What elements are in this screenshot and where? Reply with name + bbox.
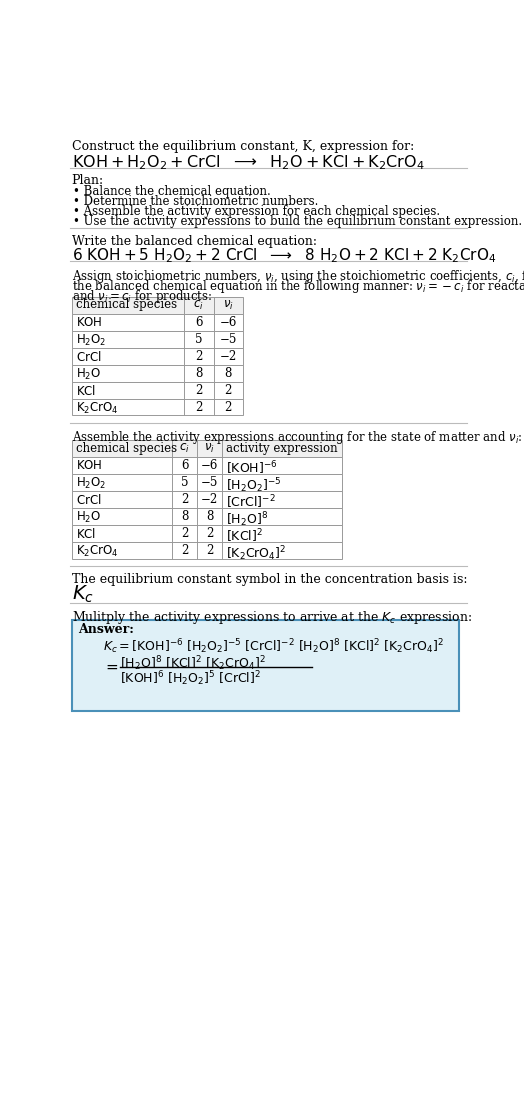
Text: 8: 8 (225, 367, 232, 380)
Text: 2: 2 (181, 527, 189, 541)
FancyBboxPatch shape (72, 348, 243, 364)
Text: $\nu_i$: $\nu_i$ (223, 298, 234, 312)
Text: $=$: $=$ (103, 659, 119, 674)
Text: $\mathrm{[K_2CrO_4]^{2}}$: $\mathrm{[K_2CrO_4]^{2}}$ (226, 544, 287, 563)
Text: $\nu_i$: $\nu_i$ (204, 442, 215, 455)
Text: • Balance the chemical equation.: • Balance the chemical equation. (73, 185, 271, 198)
Text: 5: 5 (195, 334, 203, 346)
FancyBboxPatch shape (72, 525, 342, 542)
Text: $\mathrm{[H_2O_2]^{-5}}$: $\mathrm{[H_2O_2]^{-5}}$ (226, 477, 281, 495)
Text: $\mathrm{KCl}$: $\mathrm{KCl}$ (75, 384, 96, 397)
Text: −5: −5 (201, 477, 219, 489)
Text: Plan:: Plan: (72, 174, 104, 187)
Text: 8: 8 (195, 367, 202, 380)
Text: −6: −6 (220, 316, 237, 329)
Text: $\mathrm{H_2O}$: $\mathrm{H_2O}$ (75, 510, 101, 525)
FancyBboxPatch shape (72, 440, 342, 457)
Text: 8: 8 (206, 510, 213, 523)
FancyBboxPatch shape (72, 475, 342, 491)
Text: 2: 2 (206, 544, 213, 557)
Text: 8: 8 (181, 510, 189, 523)
Text: chemical species: chemical species (75, 298, 177, 312)
Text: $\mathrm{CrCl}$: $\mathrm{CrCl}$ (75, 350, 101, 364)
Text: 2: 2 (195, 384, 202, 396)
Text: • Determine the stoichiometric numbers.: • Determine the stoichiometric numbers. (73, 195, 319, 208)
Text: −6: −6 (201, 459, 219, 472)
FancyBboxPatch shape (72, 620, 459, 711)
Text: and $\nu_i = c_i$ for products:: and $\nu_i = c_i$ for products: (72, 287, 212, 305)
Text: $\mathrm{KCl}$: $\mathrm{KCl}$ (75, 527, 96, 541)
Text: $\mathrm{[KCl]^{2}}$: $\mathrm{[KCl]^{2}}$ (226, 527, 263, 545)
Text: $K_c$: $K_c$ (72, 585, 94, 606)
Text: The equilibrium constant symbol in the concentration basis is:: The equilibrium constant symbol in the c… (72, 573, 467, 586)
Text: the balanced chemical equation in the following manner: $\nu_i = -c_i$ for react: the balanced chemical equation in the fo… (72, 277, 524, 295)
Text: $\mathrm{K_2CrO_4}$: $\mathrm{K_2CrO_4}$ (75, 544, 118, 559)
FancyBboxPatch shape (72, 399, 243, 415)
FancyBboxPatch shape (72, 364, 243, 382)
Text: Mulitply the activity expressions to arrive at the $K_c$ expression:: Mulitply the activity expressions to arr… (72, 609, 472, 625)
Text: $\mathrm{H_2O}$: $\mathrm{H_2O}$ (75, 367, 101, 382)
Text: $K_c = \mathrm{[KOH]^{-6}\ [H_2O_2]^{-5}\ [CrCl]^{-2}\ [H_2O]^{8}\ [KCl]^{2}\ [K: $K_c = \mathrm{[KOH]^{-6}\ [H_2O_2]^{-5}… (103, 637, 444, 656)
Text: $\mathrm{[KOH]^{-6}}$: $\mathrm{[KOH]^{-6}}$ (226, 459, 278, 477)
Text: $\mathrm{CrCl}$: $\mathrm{CrCl}$ (75, 493, 101, 508)
Text: 2: 2 (195, 350, 202, 363)
Text: Assemble the activity expressions accounting for the state of matter and $\nu_i$: Assemble the activity expressions accoun… (72, 429, 522, 446)
Text: 2: 2 (181, 544, 189, 557)
Text: $c_i$: $c_i$ (180, 442, 190, 455)
Text: 2: 2 (225, 401, 232, 414)
Text: $\mathrm{[H_2O]^{8}\ [KCl]^{2}\ [K_2CrO_4]^{2}}$: $\mathrm{[H_2O]^{8}\ [KCl]^{2}\ [K_2CrO_… (120, 654, 266, 673)
Text: Answer:: Answer: (78, 623, 134, 636)
FancyBboxPatch shape (72, 508, 342, 525)
Text: −2: −2 (201, 493, 219, 506)
Text: 6: 6 (195, 316, 203, 329)
Text: $\mathrm{H_2O_2}$: $\mathrm{H_2O_2}$ (75, 334, 106, 348)
Text: $\mathrm{[H_2O]^{8}}$: $\mathrm{[H_2O]^{8}}$ (226, 510, 268, 528)
Text: $\mathrm{KOH + H_2O_2 + CrCl\ \ \longrightarrow\ \ H_2O + KCl + K_2CrO_4}$: $\mathrm{KOH + H_2O_2 + CrCl\ \ \longrig… (72, 153, 424, 172)
Text: 6: 6 (181, 459, 189, 472)
Text: $c_i$: $c_i$ (193, 298, 204, 312)
FancyBboxPatch shape (72, 330, 243, 348)
Text: • Use the activity expressions to build the equilibrium constant expression.: • Use the activity expressions to build … (73, 216, 522, 228)
Text: chemical species: chemical species (75, 442, 177, 455)
Text: $\mathrm{KOH}$: $\mathrm{KOH}$ (75, 459, 102, 472)
FancyBboxPatch shape (72, 314, 243, 330)
FancyBboxPatch shape (72, 491, 342, 508)
Text: $\mathrm{KOH}$: $\mathrm{KOH}$ (75, 316, 102, 329)
Text: 2: 2 (206, 527, 213, 541)
Text: activity expression: activity expression (226, 442, 337, 455)
Text: • Assemble the activity expression for each chemical species.: • Assemble the activity expression for e… (73, 205, 440, 218)
Text: Write the balanced chemical equation:: Write the balanced chemical equation: (72, 235, 316, 248)
Text: $\mathrm{[KOH]^{6}\ [H_2O_2]^{5}\ [CrCl]^{2}}$: $\mathrm{[KOH]^{6}\ [H_2O_2]^{5}\ [CrCl]… (120, 669, 261, 688)
FancyBboxPatch shape (72, 457, 342, 475)
Text: $\mathrm{K_2CrO_4}$: $\mathrm{K_2CrO_4}$ (75, 401, 118, 416)
Text: −2: −2 (220, 350, 237, 363)
Text: 5: 5 (181, 477, 189, 489)
FancyBboxPatch shape (72, 297, 243, 314)
Text: 2: 2 (195, 401, 202, 414)
Text: $\mathrm{6\ KOH + 5\ H_2O_2 + 2\ CrCl\ \ \longrightarrow\ \ 8\ H_2O + 2\ KCl + 2: $\mathrm{6\ KOH + 5\ H_2O_2 + 2\ CrCl\ \… (72, 247, 496, 264)
Text: −5: −5 (220, 334, 237, 346)
Text: $\mathrm{[CrCl]^{-2}}$: $\mathrm{[CrCl]^{-2}}$ (226, 493, 276, 511)
Text: Assign stoichiometric numbers, $\nu_i$, using the stoichiometric coefficients, $: Assign stoichiometric numbers, $\nu_i$, … (72, 268, 524, 285)
Text: $\mathrm{H_2O_2}$: $\mathrm{H_2O_2}$ (75, 477, 106, 491)
Text: 2: 2 (181, 493, 189, 506)
Text: Construct the equilibrium constant, K, expression for:: Construct the equilibrium constant, K, e… (72, 140, 414, 153)
FancyBboxPatch shape (72, 382, 243, 399)
Text: 2: 2 (225, 384, 232, 396)
FancyBboxPatch shape (72, 542, 342, 558)
